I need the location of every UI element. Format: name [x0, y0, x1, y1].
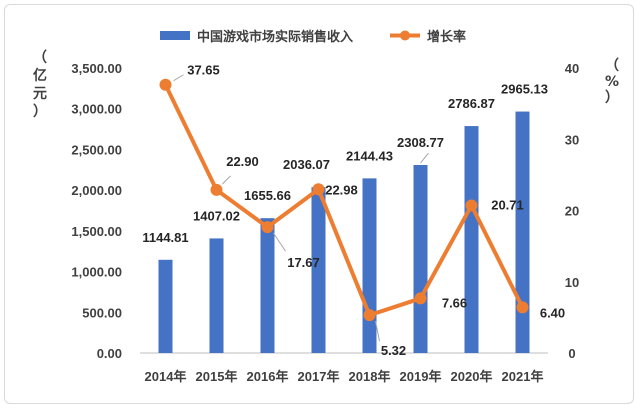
- category-tick-label: 2020年: [451, 369, 493, 384]
- legend: 中国游戏市场实际销售收入 增长率: [160, 29, 466, 45]
- bar-data-label: 1655.66: [244, 188, 291, 203]
- right-axis-ticks: 0 10 20 30 40: [565, 61, 579, 361]
- legend-bar-label: 中国游戏市场实际销售收入: [197, 29, 353, 45]
- bar-data-label: 2965.13: [501, 82, 548, 97]
- left-axis-unit-char: （: [33, 50, 47, 66]
- leader-line: [420, 152, 429, 164]
- line-point: [465, 199, 478, 212]
- line-data-label: 7.66: [442, 295, 467, 310]
- left-tick-label: 2,500.00: [71, 142, 122, 157]
- left-axis-unit-char: 元: [33, 86, 47, 102]
- left-tick-label: 2,000.00: [71, 183, 122, 198]
- category-tick-label: 2021年: [502, 369, 544, 384]
- bar-data-label: 2308.77: [397, 135, 444, 150]
- bar: [158, 259, 173, 353]
- growth-line: [163, 82, 525, 318]
- bar-data-label: 1144.81: [142, 230, 188, 245]
- bar: [209, 238, 224, 353]
- line-point: [414, 292, 427, 305]
- right-tick-label: 0: [568, 346, 575, 361]
- right-axis-unit: （%）: [605, 58, 619, 106]
- bar-data-label: 2036.07: [283, 157, 330, 172]
- line-data-label: 20.71: [491, 197, 524, 212]
- left-tick-label: 3,000.00: [71, 102, 122, 117]
- leader-line: [375, 320, 380, 342]
- line-data-label: 37.65: [187, 63, 220, 78]
- leader-line: [222, 175, 231, 185]
- line-point: [210, 183, 223, 196]
- line-data-label: 17.67: [287, 255, 320, 270]
- right-axis-unit-char: %: [605, 74, 619, 90]
- line-point: [363, 309, 376, 322]
- left-tick-label: 500.00: [82, 305, 122, 320]
- line-data-label: 6.40: [540, 305, 565, 320]
- line-data-labels: 37.65 22.90 17.67 22.98 5.32 7.66 20.71 6.40: [187, 63, 565, 358]
- left-tick-label: 3,500.00: [71, 61, 122, 76]
- leader-line: [273, 232, 286, 252]
- line-series: [159, 78, 529, 322]
- right-axis-unit-char: （: [605, 58, 619, 74]
- legend-bar-swatch: [160, 31, 190, 40]
- left-axis-unit-char: ）: [33, 104, 47, 120]
- right-tick-label: 20: [565, 204, 579, 219]
- bar: [413, 165, 428, 353]
- category-tick-label: 2015年: [196, 369, 238, 384]
- line-data-label: 22.90: [226, 154, 259, 169]
- category-tick-label: 2019年: [400, 369, 442, 384]
- x-axis-ticks: 2014年 2015年 2016年 2017年 2018年 2019年 2020年 2021年: [145, 369, 544, 384]
- bar: [311, 187, 326, 353]
- leader-line: [173, 74, 184, 82]
- right-axis-unit-char: ）: [605, 90, 619, 106]
- category-tick-label: 2016年: [247, 369, 289, 384]
- bar-data-label: 2786.87: [448, 96, 495, 111]
- bar-series: [158, 111, 530, 354]
- bar: [464, 126, 479, 354]
- legend-line-marker: [400, 30, 410, 41]
- right-tick-label: 30: [565, 132, 579, 147]
- bar-data-labels: 1144.81 1407.02 1655.66 2036.07 2144.43 2308.…: [142, 82, 548, 245]
- left-tick-label: 1,000.00: [71, 265, 122, 280]
- right-tick-label: 40: [565, 61, 579, 76]
- category-tick-label: 2017年: [298, 369, 340, 384]
- category-tick-label: 2014年: [145, 369, 187, 384]
- line-point: [261, 221, 274, 234]
- line-data-label: 5.32: [381, 343, 406, 358]
- bar: [362, 178, 377, 353]
- line-point: [159, 78, 172, 91]
- bar-data-label: 2144.43: [346, 148, 393, 163]
- line-point: [312, 183, 325, 196]
- legend-line-label: 增长率: [427, 29, 466, 45]
- left-tick-label: 1,500.00: [71, 224, 122, 239]
- left-axis-ticks: 0.00 500.00 1,000.00 1,500.00 2,000.00 2,500.…: [71, 61, 122, 361]
- bar-data-label: 1407.02: [193, 208, 240, 223]
- bar: [515, 111, 530, 353]
- leader-lines: [173, 74, 429, 342]
- left-tick-label: 0.00: [97, 346, 122, 361]
- category-tick-label: 2018年: [349, 369, 391, 384]
- bar: [260, 218, 275, 353]
- right-tick-label: 10: [565, 275, 579, 290]
- line-point: [516, 301, 529, 314]
- left-axis-unit-char: 亿: [33, 67, 47, 84]
- line-data-label: 22.98: [325, 182, 358, 197]
- left-axis-unit: （亿元 ）: [33, 50, 47, 120]
